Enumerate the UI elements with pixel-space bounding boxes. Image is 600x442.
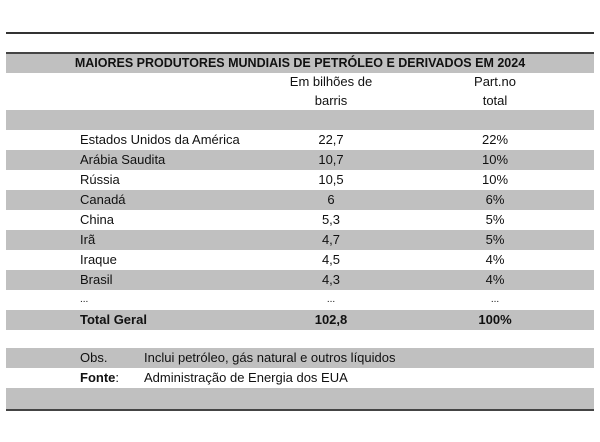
value-cell: 4,7 bbox=[321, 232, 341, 247]
table-row: Canadá 6 6% bbox=[6, 190, 594, 210]
share-cell: 6% bbox=[485, 192, 505, 207]
source-label: Fonte bbox=[80, 370, 116, 385]
header-value-line2: barris bbox=[314, 93, 348, 108]
table-row: Rússia 10,5 10% bbox=[6, 170, 594, 190]
source-row: Fonte: Administração de Energia dos EUA bbox=[6, 368, 594, 388]
value-cell: 4,3 bbox=[321, 272, 341, 287]
value-cell: 5,3 bbox=[321, 212, 341, 227]
table-row: China 5,3 5% bbox=[6, 210, 594, 230]
country-cell: Estados Unidos da América bbox=[80, 132, 240, 147]
country-cell: Rússia bbox=[80, 172, 120, 187]
total-row: Total Geral 102,8 100% bbox=[6, 310, 594, 330]
obs-row: Obs. Inclui petróleo, gás natural e outr… bbox=[6, 348, 594, 368]
country-cell: Iraque bbox=[80, 252, 117, 267]
header-share: Part.no total bbox=[430, 72, 560, 110]
share-cell: 4% bbox=[485, 252, 505, 267]
total-share: 100% bbox=[478, 312, 512, 327]
value-cell: 22,7 bbox=[318, 132, 344, 147]
header-share-line1: Part.no bbox=[474, 74, 516, 89]
header-value-line1: Em bilhões de bbox=[289, 74, 373, 89]
source-text: Administração de Energia dos EUA bbox=[144, 370, 348, 385]
table-title: MAIORES PRODUTORES MUNDIAIS DE PETRÓLEO … bbox=[74, 56, 526, 70]
share-cell: ... bbox=[490, 294, 500, 305]
share-cell: 4% bbox=[485, 272, 505, 287]
obs-text: Inclui petróleo, gás natural e outros lí… bbox=[144, 350, 396, 365]
source-label-wrap: Fonte: bbox=[80, 368, 119, 388]
spacer-row bbox=[6, 110, 594, 130]
country-cell: Arábia Saudita bbox=[80, 152, 166, 167]
total-label: Total Geral bbox=[80, 312, 147, 327]
table-row: Irã 4,7 5% bbox=[6, 230, 594, 250]
value-cell: 4,5 bbox=[321, 252, 341, 267]
value-cell: 10,7 bbox=[318, 152, 344, 167]
country-cell: Irã bbox=[80, 232, 96, 247]
country-cell: Canadá bbox=[80, 192, 126, 207]
value-cell: ... bbox=[326, 294, 336, 305]
country-cell: ... bbox=[80, 294, 89, 305]
share-cell: 5% bbox=[485, 212, 505, 227]
country-cell: Brasil bbox=[80, 272, 113, 287]
header-share-line2: total bbox=[482, 93, 508, 108]
footer-band bbox=[6, 388, 594, 411]
top-rule bbox=[6, 32, 594, 34]
source-colon: : bbox=[115, 370, 120, 385]
table-row: Estados Unidos da América 22,7 22% bbox=[6, 130, 594, 150]
share-cell: 5% bbox=[485, 232, 505, 247]
table-row: ......... bbox=[6, 290, 594, 310]
country-cell: China bbox=[80, 212, 114, 227]
value-cell: 10,5 bbox=[318, 172, 344, 187]
table-row: Brasil 4,3 4% bbox=[6, 270, 594, 290]
obs-label: Obs. bbox=[80, 350, 108, 365]
value-cell: 6 bbox=[327, 192, 335, 207]
total-value: 102,8 bbox=[314, 312, 348, 327]
share-cell: 10% bbox=[481, 152, 509, 167]
table-row: Arábia Saudita 10,7 10% bbox=[6, 150, 594, 170]
share-cell: 10% bbox=[481, 172, 509, 187]
header-value: Em bilhões de barris bbox=[266, 72, 396, 110]
table-title-row: MAIORES PRODUTORES MUNDIAIS DE PETRÓLEO … bbox=[6, 52, 594, 73]
table-row: Iraque 4,5 4% bbox=[6, 250, 594, 270]
share-cell: 22% bbox=[481, 132, 509, 147]
